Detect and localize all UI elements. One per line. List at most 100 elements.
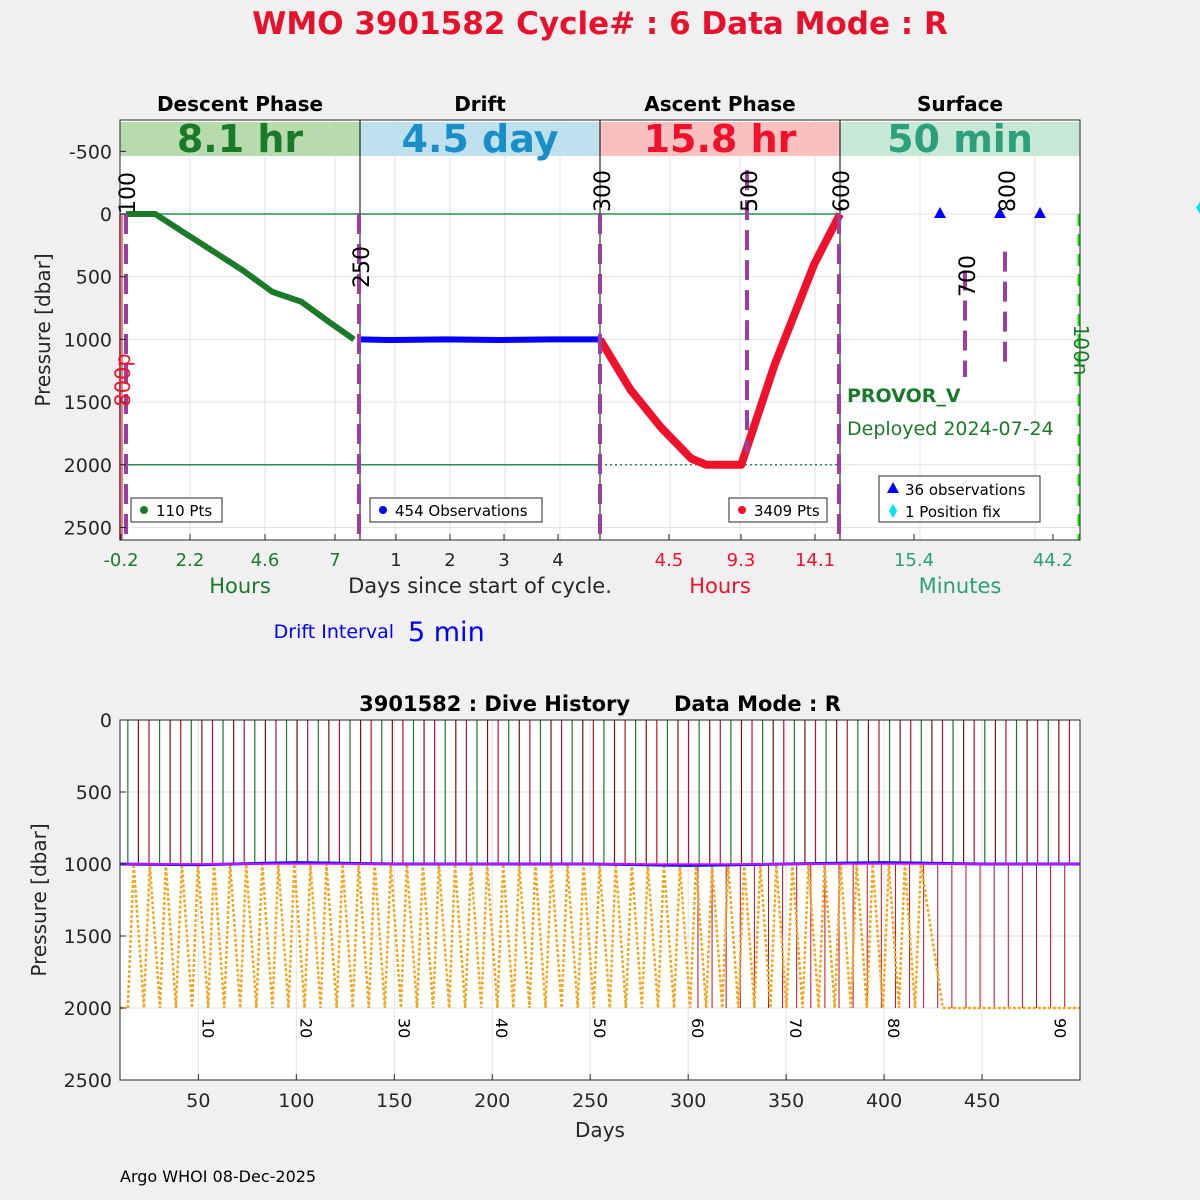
legend-entry-descent: 110 Pts [156,502,212,520]
plot-frame [119,719,1081,1081]
legend-marker-drift [379,506,387,514]
float-type: PROVOR_V [847,385,961,407]
phase-band [360,122,600,156]
cycle-number-label: 40 [492,1018,511,1038]
side-label-left: 800p [111,353,135,406]
phase-title: Descent Phase [157,92,323,116]
legend-entry-observations: 36 observations [905,481,1026,499]
dive-history-chart: 3901582 : Dive History Data Mode : R 10 2… [27,692,1081,1142]
phase-duration: 8.1 hr [177,117,304,161]
side-label-right: 100n [1069,325,1093,376]
x-tick-label: 9.3 [727,550,756,571]
cycle-number-label: 90 [1051,1018,1070,1038]
x-tick-label: 4.5 [655,550,684,571]
x-tick-label: 4.6 [251,550,280,571]
x-tick-label: 350 [768,1090,804,1112]
x-tick-label: 14.1 [795,550,835,571]
y-tick-label: 1000 [64,329,112,351]
phase-duration: 15.8 hr [644,117,797,161]
x-tick-label: -0.2 [103,550,138,571]
phase-title: Surface [917,92,1003,116]
cycle-marker-label: 250 [350,246,375,288]
y-tick-label: 500 [76,267,112,289]
ascent-series [596,212,844,469]
descent-series [126,211,356,342]
legend-marker-ascent [738,506,746,514]
cycle-marker-label: 700 [956,255,981,297]
x-tick-label: 15.4 [894,550,934,571]
drift-interval-label: Drift Interval [274,621,394,643]
surface-observation-marker [934,207,946,219]
cycle-number-label: 60 [688,1018,707,1038]
x-tick-label: 450 [964,1090,1000,1112]
x-tick-label: 200 [474,1090,510,1112]
profile-depth-series [126,863,945,1009]
phase-duration: 50 min [887,117,1033,161]
axes: -500 0 500 1000 1500 2000 2500 -0.2 2.2 4.6 7 Hours… [64,119,1081,598]
x-tick-label: 7 [329,550,340,571]
cycle-number-label: 20 [296,1018,315,1038]
legend-entry-drift: 454 Observations [395,502,528,520]
y-tick-label: 0 [100,204,112,226]
y-tick-label: 500 [76,782,112,804]
phase-band [600,122,840,156]
y-tick-label: 2500 [64,517,112,539]
cycle-number-label: 50 [590,1018,609,1038]
surface-observation-marker [1034,207,1046,219]
deployed-date: Deployed 2024-07-24 [847,418,1054,440]
position-fix-marker [1196,201,1200,214]
main-title: WMO 3901582 Cycle# : 6 Data Mode : R [252,6,948,42]
cycle-marker-label: 300 [591,170,616,212]
y-tick-label: 0 [100,710,112,732]
y-axis-label: Pressure [dbar] [27,823,51,976]
axes: 0 500 1000 1500 2000 2500 50 100 150 200 250 300 350… [64,710,1081,1112]
legends: 110 Pts 454 Observations 3409 Pts 36 observ… [130,475,1041,523]
cycle-marker-label: 800 [996,170,1021,212]
dive-history-title: 3901582 : Dive History Data Mode : R [359,692,841,716]
y-axis-label: Pressure [dbar] [31,253,55,406]
phase-band [120,122,360,156]
x-tick-label: 50 [186,1090,210,1112]
x-axis-label: Hours [209,574,271,598]
cycle-marker-label: 600 [830,170,855,212]
legend-box [878,475,1041,523]
legend-entry-ascent: 3409 Pts [754,502,820,520]
legend-entry-position-fix: 1 Position fix [905,503,1001,521]
drift-series [359,336,600,344]
cycle-number-label: 70 [786,1018,805,1038]
cycle-number-label: 30 [394,1018,413,1038]
x-tick-label: 150 [376,1090,412,1112]
series: 10 20 30 40 50 60 70 80 90 [119,720,1080,1038]
surface-observation-marker [994,207,1006,219]
y-tick-label: 1000 [64,854,112,876]
x-tick-label: 3 [498,550,509,571]
y-tick-label: 1500 [64,392,112,414]
legend-marker-observations [887,482,899,493]
x-tick-label: 2.2 [176,550,205,571]
plot-frame [119,119,1081,541]
x-tick-label: 400 [866,1090,902,1112]
y-tick-label: 2000 [64,455,112,477]
x-tick-label: 2 [444,550,455,571]
x-tick-label: 100 [278,1090,314,1112]
x-tick-label: 250 [572,1090,608,1112]
y-tick-label: -500 [69,141,112,163]
drift-interval-value: 5 min [408,617,485,648]
x-axis-label: Minutes [919,574,1002,598]
legend-marker-position-fix [889,504,897,518]
x-tick-label: 4 [552,550,563,571]
x-tick-label: 1 [390,550,401,571]
footer-credit: Argo WHOI 08-Dec-2025 [120,1167,316,1186]
x-tick-label: 300 [670,1090,706,1112]
y-tick-label: 1500 [64,926,112,948]
y-tick-label: 2000 [64,998,112,1020]
cycle-number-label: 80 [884,1018,903,1038]
series [126,201,1200,469]
phase-band [840,122,1080,156]
phase-duration: 4.5 day [402,117,559,161]
legend-box [369,497,543,523]
legend-marker-descent [140,506,148,514]
